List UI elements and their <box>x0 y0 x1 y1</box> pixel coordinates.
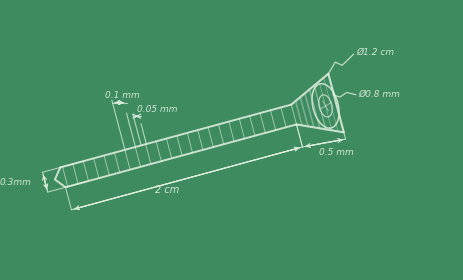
Text: 0.1 mm: 0.1 mm <box>106 91 140 100</box>
Text: 0.5 mm: 0.5 mm <box>319 148 354 157</box>
Text: Ø0.8 mm: Ø0.8 mm <box>358 90 400 99</box>
Text: Ø1.2 cm: Ø1.2 cm <box>356 48 394 57</box>
Text: 0.3mm: 0.3mm <box>0 178 31 187</box>
Text: 0.05 mm: 0.05 mm <box>138 105 178 114</box>
Text: 2 cm: 2 cm <box>155 185 179 195</box>
